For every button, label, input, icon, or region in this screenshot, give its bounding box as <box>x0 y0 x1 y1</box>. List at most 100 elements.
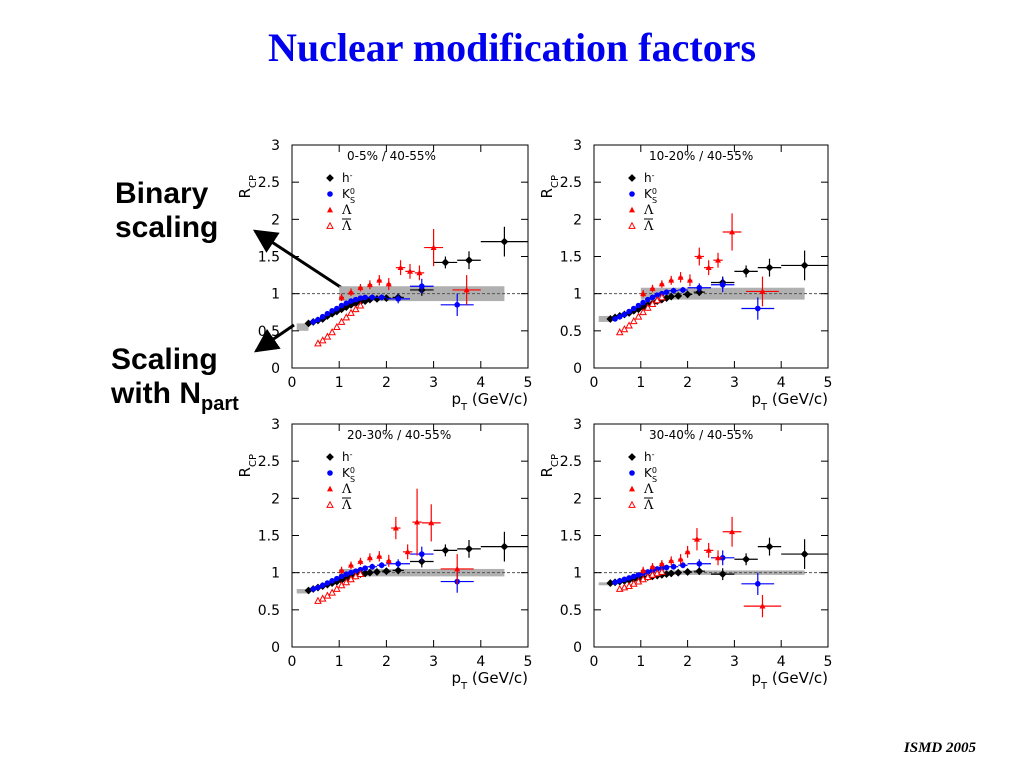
x-tick-label: 5 <box>524 654 533 670</box>
data-point-h-minus <box>800 261 809 270</box>
legend-marker-lambda <box>629 206 635 213</box>
x-tick-label: 2 <box>382 654 391 670</box>
data-point-k0s <box>329 307 335 314</box>
data-point-k0s <box>338 573 345 580</box>
data-point-k0s <box>362 565 368 572</box>
data-point-k0s <box>616 578 623 584</box>
data-point-k0s <box>612 579 618 586</box>
data-point-antilambda <box>351 305 360 313</box>
data-point-h-minus <box>667 292 676 301</box>
data-point-lambda <box>668 277 675 283</box>
data-point-h-minus <box>465 256 473 265</box>
data-point-lambda <box>338 294 345 300</box>
y-axis-label: RCP <box>236 454 259 477</box>
data-point-k0s <box>626 308 632 315</box>
data-point-k0s <box>395 560 402 567</box>
slide-title: Nuclear modification factors <box>267 25 757 70</box>
data-point-lambda <box>759 602 766 609</box>
data-point-k0s <box>362 294 368 301</box>
data-point-antilambda <box>658 293 666 301</box>
data-point-lambda <box>428 519 435 526</box>
data-point-h-minus <box>500 237 509 246</box>
data-point-k0s <box>755 305 761 312</box>
data-point-k0s <box>378 562 385 569</box>
x-tick-label: 0 <box>288 375 297 391</box>
data-point-k0s <box>630 305 637 312</box>
data-point-lambda <box>640 290 647 297</box>
y-tick-label: 2.5 <box>258 454 280 470</box>
data-point-antilambda <box>323 332 332 340</box>
legend-label-antilambda: Λ <box>341 219 352 234</box>
data-point-h-minus <box>683 568 692 576</box>
data-point-h-minus <box>382 567 391 576</box>
legend-label-lambda: Λ <box>643 482 654 497</box>
systematic-band <box>339 568 505 577</box>
data-point-antilambda <box>634 312 643 320</box>
data-point-k0s <box>616 313 623 320</box>
data-point-h-minus <box>441 258 450 267</box>
data-point-lambda <box>463 286 470 293</box>
data-point-lambda <box>658 560 665 567</box>
legend-marker-antilambda <box>628 221 636 229</box>
binary-scaling-line1: Binary <box>115 177 209 210</box>
data-point-lambda <box>454 565 461 572</box>
data-point-h-minus <box>742 267 751 276</box>
data-point-lambda <box>407 268 413 274</box>
data-point-k0s <box>310 319 317 325</box>
legend-label-antilambda: Λ <box>643 498 654 513</box>
data-point-antilambda <box>347 308 355 316</box>
data-point-k0s <box>654 292 660 298</box>
data-point-lambda <box>640 567 647 573</box>
data-point-k0s <box>670 287 677 294</box>
y-axis-label: RCP <box>538 175 561 198</box>
npart-scaling-line2: with Npart <box>111 377 239 421</box>
data-point-k0s <box>369 294 376 301</box>
data-point-k0s <box>635 572 642 578</box>
data-point-h-minus <box>718 570 727 579</box>
legend-marker-h-minus <box>326 453 334 461</box>
data-point-lambda <box>684 548 691 555</box>
legend-marker-h-minus <box>628 453 636 461</box>
x-tick-label: 0 <box>288 654 297 670</box>
systematic-band <box>640 287 805 300</box>
npart-scaling-text: with N <box>111 377 201 410</box>
y-tick-label: 3 <box>271 417 280 433</box>
data-point-lambda <box>348 562 354 568</box>
binary-scaling-label: Binary scaling <box>115 177 218 245</box>
data-point-antilambda <box>337 317 346 325</box>
data-point-antilambda <box>625 321 633 329</box>
data-point-k0s <box>755 581 761 587</box>
x-axis-label: pT (GeV/c) <box>451 390 528 413</box>
y-tick-label: 1 <box>573 287 582 303</box>
data-point-antilambda <box>333 584 341 592</box>
data-point-antilambda <box>328 588 336 596</box>
data-point-k0s <box>338 302 345 309</box>
data-point-lambda <box>677 274 684 280</box>
data-point-lambda <box>668 557 675 564</box>
data-point-lambda <box>385 557 392 564</box>
data-point-k0s <box>343 571 350 577</box>
data-point-k0s <box>343 300 350 307</box>
data-point-lambda <box>677 556 684 562</box>
data-point-antilambda <box>629 316 638 325</box>
data-point-lambda <box>729 528 736 535</box>
data-point-lambda <box>416 269 423 276</box>
legend-marker-antilambda <box>628 500 636 508</box>
data-point-lambda <box>338 567 345 573</box>
legend-marker-lambda <box>327 206 333 213</box>
data-point-antilambda <box>333 322 341 331</box>
data-point-lambda <box>357 558 364 564</box>
x-tick-label: 3 <box>429 654 438 670</box>
x-tick-label: 1 <box>636 654 645 670</box>
y-tick-label: 0.5 <box>560 324 582 340</box>
data-point-k0s <box>696 560 703 567</box>
x-tick-label: 0 <box>590 375 599 391</box>
y-tick-label: 1.5 <box>258 250 280 266</box>
y-tick-label: 2 <box>271 491 280 507</box>
npart-scaling-label: Scaling with Npart <box>111 343 239 421</box>
y-tick-label: 2.5 <box>258 175 280 191</box>
data-point-lambda <box>686 277 693 283</box>
y-tick-label: 1 <box>271 287 280 303</box>
chart-panel-2: 0 1 2 3 4 5 0 0.5 1 1.5 2 2.5 3 pT (GeV/c) RCP 10-20% /… <box>538 138 832 413</box>
